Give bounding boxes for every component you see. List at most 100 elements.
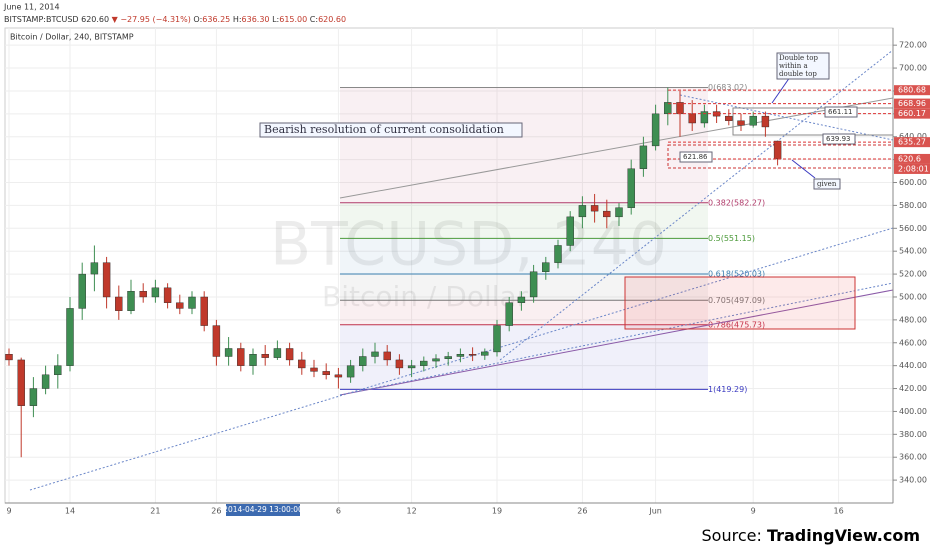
candle-body	[468, 354, 477, 356]
candle-body	[615, 207, 623, 218]
x-tick-label: 26	[577, 507, 587, 516]
l-val: 615.00	[279, 15, 307, 24]
h-val: 636.30	[242, 15, 270, 24]
price-marker	[894, 108, 930, 119]
candle-body	[359, 356, 367, 366]
symbol: BITSTAMP:BTCUSD	[4, 15, 79, 24]
candle-body	[737, 120, 745, 126]
price-marker-label: 635.27	[898, 138, 926, 147]
y-tick-label: 340.00	[899, 476, 927, 485]
fib-band	[340, 324, 708, 390]
fib-label: 0.705(497.09)	[708, 296, 765, 305]
candle-body	[517, 296, 526, 303]
candle-body	[151, 287, 160, 298]
candle-body	[298, 359, 306, 369]
candle-body	[310, 367, 318, 372]
price-box-label: 639.93	[826, 135, 851, 143]
candle-body	[603, 210, 611, 218]
trend-line	[499, 49, 894, 361]
y-tick-label: 440.00	[899, 361, 927, 370]
y-tick-label: 420.00	[899, 384, 927, 393]
candle-body	[749, 115, 757, 126]
x-tick-label: 14	[65, 507, 75, 516]
y-tick-label: 520.00	[899, 270, 927, 279]
annotation: Bearish resolution of current consolidat…	[264, 123, 504, 136]
candle-body	[78, 273, 86, 309]
drawings	[29, 49, 894, 491]
price-marker-label: 660.17	[898, 109, 926, 118]
candle-body	[627, 168, 635, 208]
candle-body	[163, 287, 172, 303]
x-tick-label: 12	[407, 507, 417, 516]
y-tick-label: 560.00	[899, 224, 927, 233]
price-marker-label: 680.68	[898, 86, 926, 95]
candle-body	[322, 371, 330, 376]
candle-body	[420, 360, 428, 366]
candle-body	[334, 374, 343, 378]
fib-label: 0(683.02)	[708, 83, 747, 92]
trend-line	[679, 94, 894, 141]
candle-body	[237, 348, 245, 366]
price-box-label: 661.11	[828, 108, 853, 116]
fib-label: 0.382(582.27)	[708, 198, 765, 207]
candle-body	[139, 291, 147, 298]
candle-body	[200, 296, 208, 326]
source-brand: TradingView.com	[767, 526, 920, 545]
candle-body	[127, 291, 135, 311]
x-tick-label: 9	[751, 507, 756, 516]
x-tick-label: 16	[834, 507, 844, 516]
price-marker-label: 668.96	[898, 99, 926, 108]
price-box	[822, 133, 856, 145]
o-val: 636.25	[202, 15, 230, 24]
y-tick-label: 480.00	[899, 315, 927, 324]
x-tick-label: 6	[336, 507, 341, 516]
candle-body	[102, 262, 111, 298]
annotation: double top	[779, 70, 817, 78]
candle-body	[529, 271, 538, 298]
y-tick-label: 540.00	[899, 247, 927, 256]
y-tick-label: 360.00	[899, 453, 927, 462]
arrow	[791, 159, 816, 179]
annotation-box	[776, 52, 830, 80]
candle-body	[212, 325, 221, 357]
annotation: Double top	[779, 54, 818, 62]
price-marker	[894, 98, 930, 109]
candle-body	[554, 245, 562, 263]
y-tick-label: 640.00	[899, 132, 927, 141]
fib-band	[340, 274, 708, 301]
candle-body	[664, 102, 672, 115]
trend-line	[339, 289, 894, 396]
candle-body	[188, 296, 196, 309]
x-tick-label: Jun	[648, 507, 662, 516]
price-box-label: 621.86	[683, 153, 708, 161]
subtitle: Bitcoin / Dollar, 240, BITSTAMP	[10, 33, 134, 42]
c-key: C:	[310, 15, 318, 24]
countdown-box	[894, 163, 930, 174]
candle-body	[346, 365, 355, 378]
countdown: 2:08:01	[898, 164, 929, 173]
y-tick-label: 700.00	[899, 64, 927, 73]
candle-body	[176, 302, 184, 309]
candle-body	[651, 113, 660, 147]
watermark-sub: Bitcoin / Dollar	[322, 280, 529, 313]
candle-body	[542, 262, 550, 272]
fib-label: 0.786(475.73)	[708, 320, 765, 329]
date-label: June 11, 2014	[3, 3, 60, 12]
last: 620.60	[81, 15, 109, 24]
candle-body	[688, 113, 696, 124]
x-tick-label: 21	[150, 507, 160, 516]
source: Source: TradingView.com	[702, 526, 920, 545]
candle-body	[5, 354, 13, 361]
change: ▼ −27.95 (−4.31%)	[112, 15, 191, 24]
watermark: BTCUSD, 240	[270, 210, 667, 280]
candle-body	[273, 348, 282, 358]
fib-label: 0.5(551.15)	[708, 234, 755, 243]
candle-body	[481, 351, 489, 356]
candle-body	[432, 358, 440, 362]
fib-label: 1(419.29)	[708, 385, 747, 394]
c-val: 620.60	[318, 15, 346, 24]
crosshair-box	[226, 504, 300, 516]
candle-body	[773, 140, 782, 160]
